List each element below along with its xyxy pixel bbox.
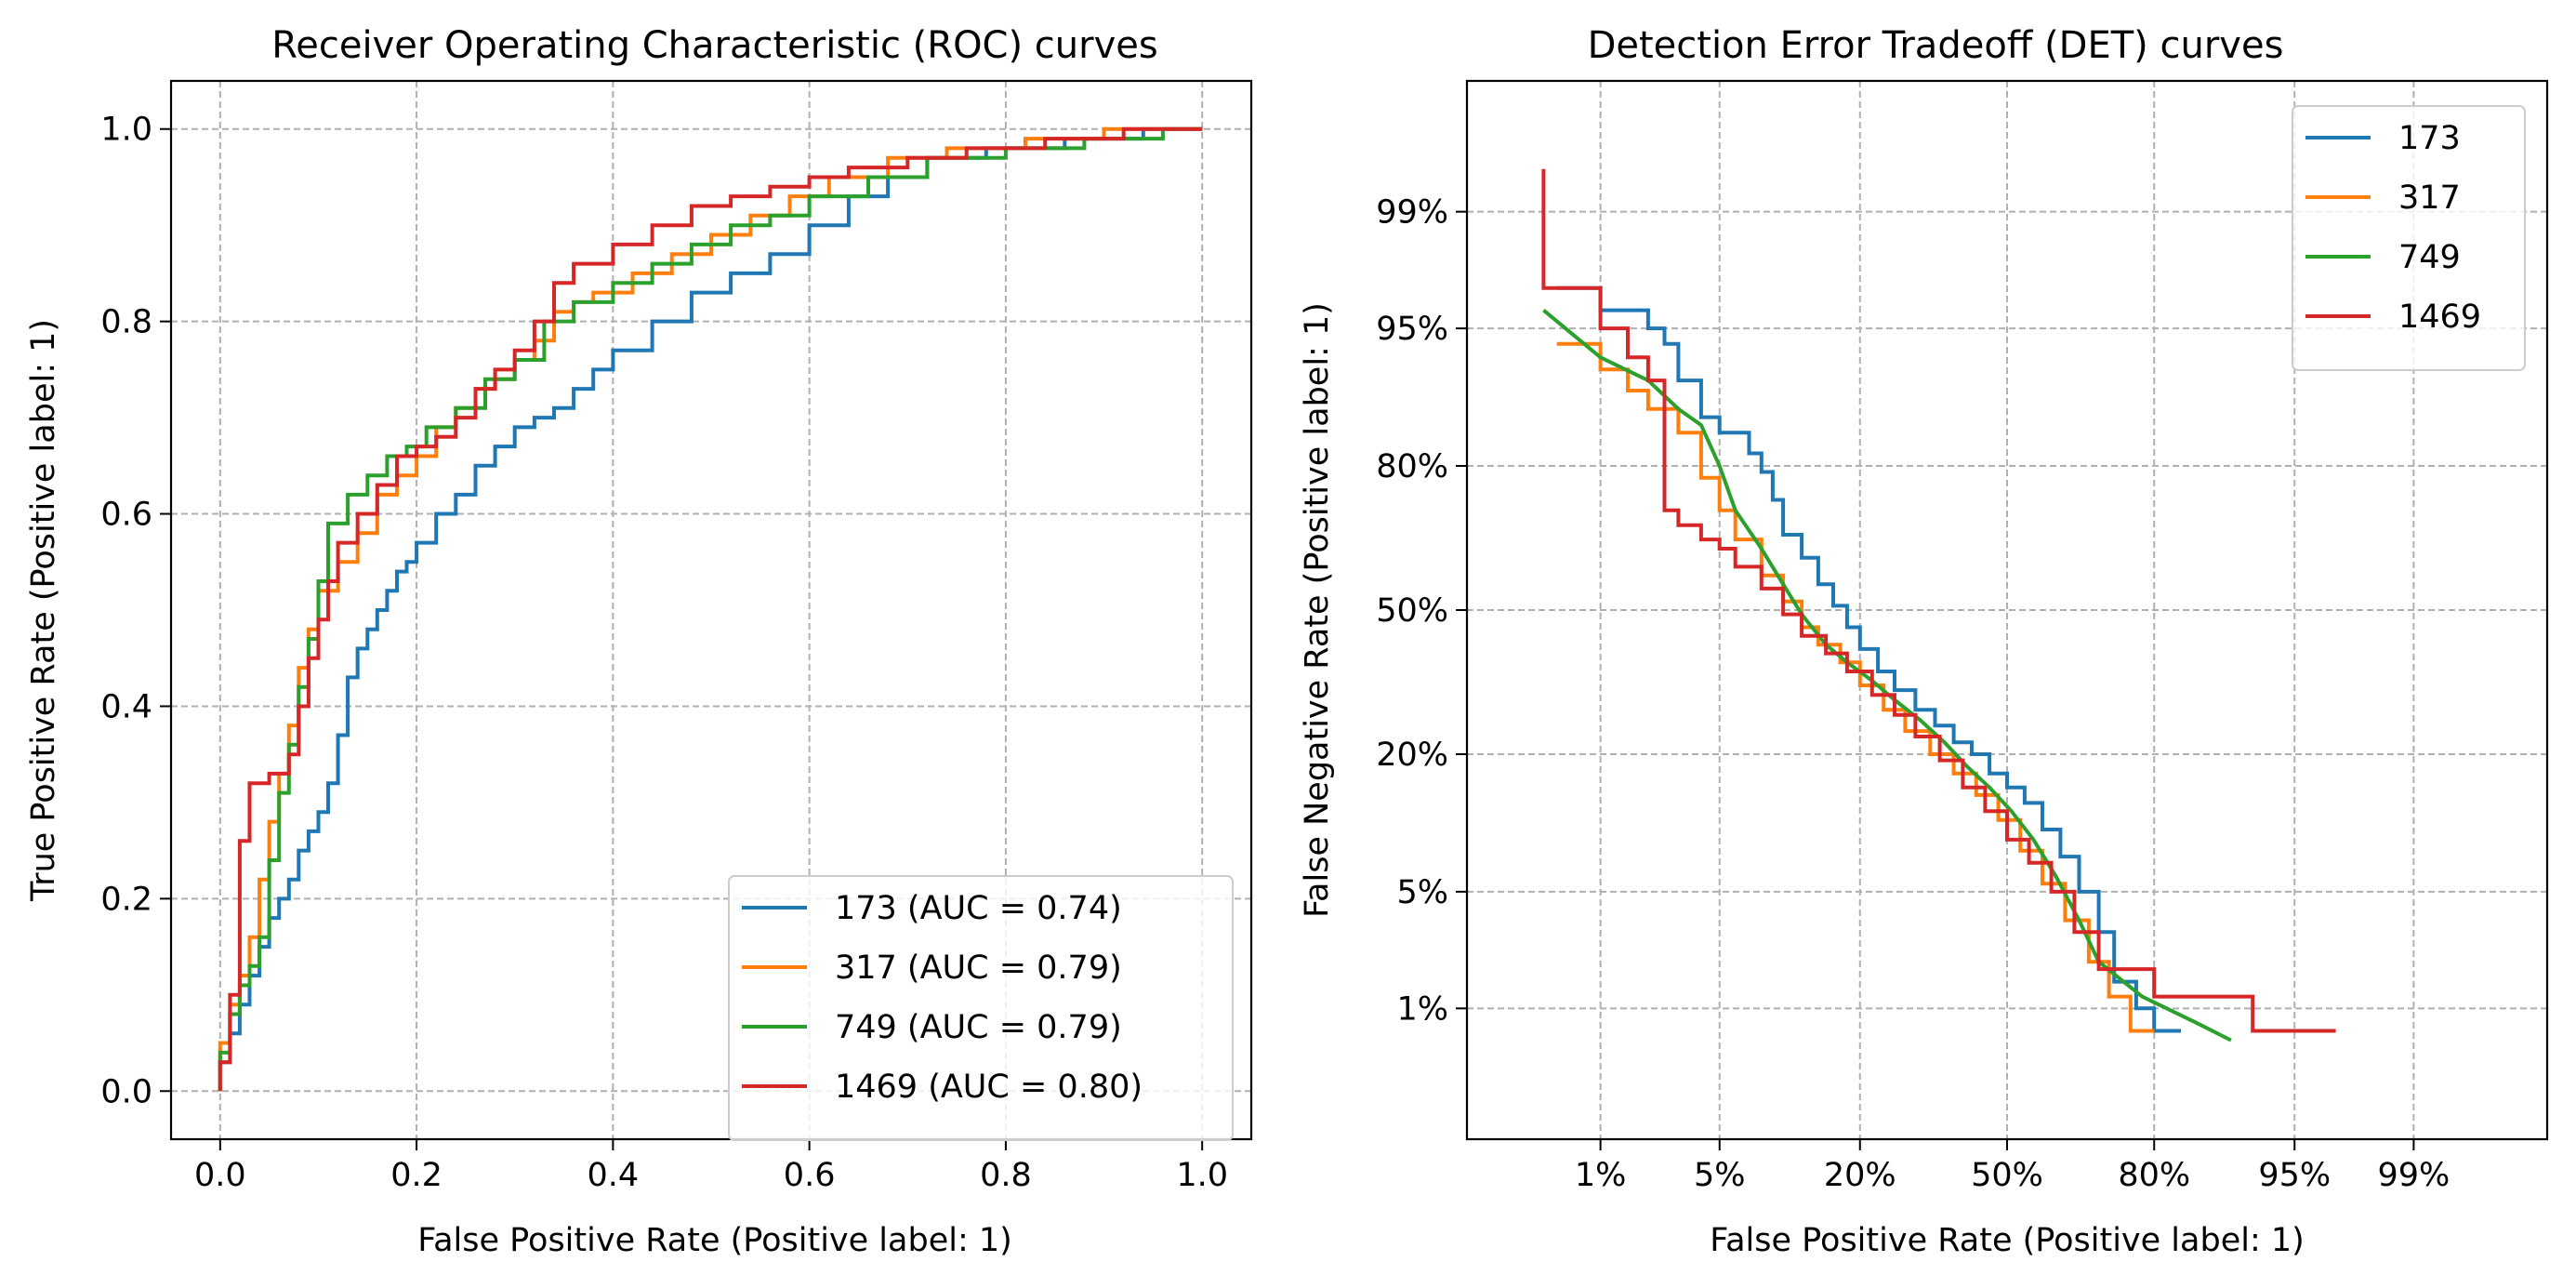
det-series-0-line (1556, 285, 2181, 1033)
det-x-tick-label: 20% (1824, 1157, 1896, 1194)
det-y-tick-label: 80% (1376, 448, 1448, 485)
det-legend: 173 317 749 1469 (2292, 105, 2526, 371)
roc-y-tick-label: 0.2 (100, 881, 152, 918)
roc-x-tick-label: 0.6 (784, 1157, 836, 1194)
roc-y-tick-label: 0.0 (100, 1073, 152, 1110)
roc-legend: 173 (AUC = 0.74) 317 (AUC = 0.79) 749 (AUC… (728, 875, 1234, 1141)
det-y-tick-label: 99% (1376, 194, 1448, 232)
roc-y-tick-label: 0.6 (100, 497, 152, 534)
det-x-tick-label: 99% (2377, 1157, 2450, 1194)
roc-legend-label: 317 (AUC = 0.79) (835, 949, 1122, 987)
det-y-tick-label: 50% (1376, 592, 1448, 630)
det-series-3-line (1541, 168, 2336, 1033)
roc-series-3-line (218, 126, 1203, 1092)
det-legend-label: 1469 (2398, 299, 2481, 336)
det-x-tick-label: 5% (1694, 1157, 1746, 1194)
det-x-axis-label: False Positive Rate (Positive label: 1) (1710, 1222, 2305, 1259)
det-y-tick-label: 5% (1396, 874, 1448, 911)
roc-x-axis-label: False Positive Rate (Positive label: 1) (417, 1222, 1012, 1259)
det-legend-box (2292, 105, 2526, 371)
det-title: Detection Error Tradeoff (DET) curves (1588, 24, 2284, 67)
det-panel: Detection Error Tradeoff (DET) curves 1%… (1299, 24, 2549, 1259)
roc-y-axis-label: True Positive Rate (Positive label: 1) (25, 319, 62, 902)
roc-y-tick-label: 1.0 (100, 112, 152, 149)
roc-x-tick-label: 0.8 (980, 1157, 1032, 1194)
roc-curves (218, 126, 1203, 1092)
det-x-tick-label: 1% (1575, 1157, 1627, 1194)
det-y-axis-label: False Negative Rate (Positive label: 1) (1299, 302, 1336, 918)
roc-ticks: 0.0 0.2 0.4 0.6 0.8 1.0 0.0 0.2 0.4 0.6 0.8 1.0 (100, 112, 1228, 1194)
roc-x-tick-label: 0.4 (588, 1157, 640, 1194)
det-y-tick-label: 1% (1396, 990, 1448, 1028)
roc-legend-label: 1469 (AUC = 0.80) (835, 1069, 1143, 1106)
roc-x-tick-label: 0.2 (390, 1157, 443, 1194)
det-y-tick-label: 95% (1376, 311, 1448, 348)
roc-title: Receiver Operating Characteristic (ROC) … (271, 24, 1157, 67)
roc-series-0-line (218, 126, 1203, 1092)
det-x-tick-label: 50% (1971, 1157, 2043, 1194)
roc-x-tick-label: 0.0 (194, 1157, 246, 1194)
det-curves (1541, 168, 2336, 1042)
det-legend-label: 749 (2398, 239, 2461, 276)
roc-plot-frame (169, 79, 1253, 1141)
det-legend-label: 173 (2398, 120, 2461, 157)
det-legend-label: 317 (2398, 179, 2461, 217)
det-ticks: 1% 5% 20% 50% 80% 95% 99% 1% 5% 20% 50% 80% 95% 99% (1376, 194, 2450, 1194)
roc-series-2-line (218, 126, 1203, 1092)
roc-legend-box (728, 875, 1234, 1141)
det-y-tick-label: 20% (1376, 737, 1448, 774)
roc-legend-label: 173 (AUC = 0.74) (835, 890, 1122, 927)
det-x-tick-label: 95% (2258, 1157, 2331, 1194)
roc-y-tick-label: 0.4 (100, 688, 152, 725)
roc-legend-label: 749 (AUC = 0.79) (835, 1009, 1122, 1046)
roc-y-tick-label: 0.8 (100, 304, 152, 341)
det-x-tick-label: 80% (2118, 1157, 2190, 1194)
roc-x-tick-label: 1.0 (1176, 1157, 1228, 1194)
roc-panel: Receiver Operating Characteristic (ROC) … (25, 24, 1253, 1259)
